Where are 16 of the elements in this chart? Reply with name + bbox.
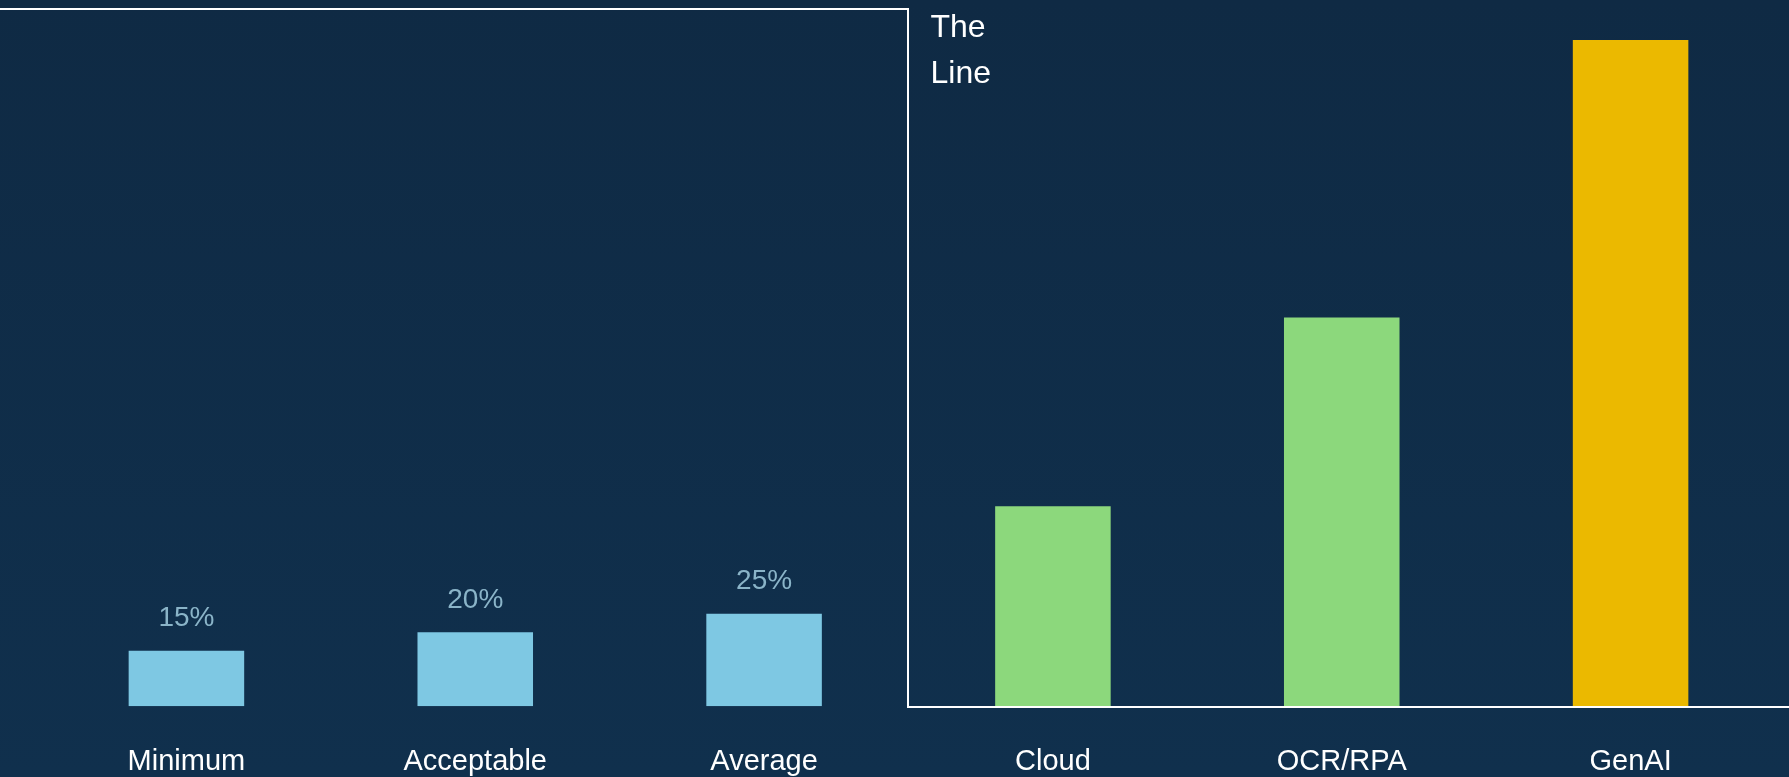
bar <box>128 650 245 707</box>
x-tick-label: Cloud <box>1015 743 1091 776</box>
bar <box>995 506 1111 707</box>
data-label: 25% <box>736 564 793 596</box>
x-tick-label: Minimum <box>127 743 246 776</box>
bar <box>1283 317 1400 707</box>
x-tick-label: Average <box>710 743 818 776</box>
x-tick-label: GenAI <box>1589 743 1672 776</box>
bar <box>417 632 534 707</box>
x-tick-label: Acceptable <box>403 743 547 776</box>
annotation: The Line <box>930 7 991 90</box>
data-label: 15% <box>158 601 215 633</box>
bar <box>706 613 822 707</box>
x-tick-label: OCR/RPA <box>1276 743 1408 776</box>
bar <box>1572 40 1689 707</box>
data-label: 20% <box>447 582 504 614</box>
